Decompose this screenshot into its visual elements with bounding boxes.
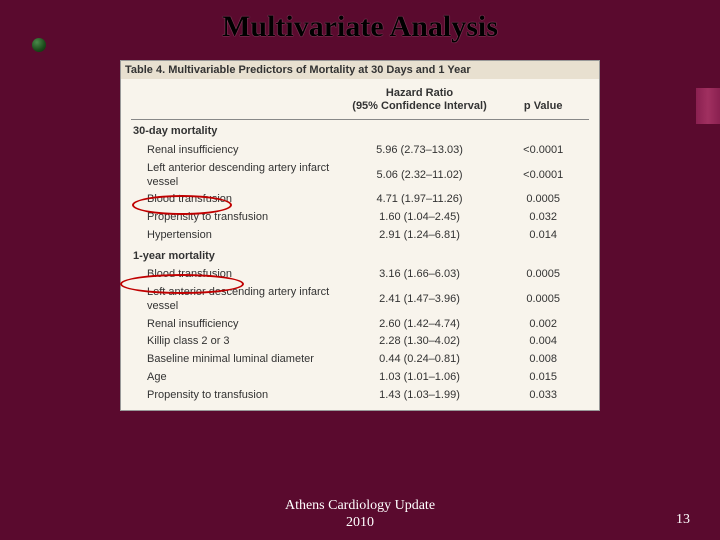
cell-pvalue: <0.0001 [497, 160, 589, 192]
cell-hazard-ratio: 1.43 (1.03–1.99) [342, 387, 498, 405]
footer-line2: 2010 [346, 515, 374, 530]
tbody-1year: 1-year mortalityBlood transfusion3.16 (1… [131, 245, 589, 405]
page-number: 13 [676, 512, 690, 528]
section-row: 1-year mortality [131, 245, 589, 267]
table-row: Left anterior descending artery infarct … [131, 284, 589, 316]
section-row: 30-day mortality [131, 120, 589, 142]
table-container: Table 4. Multivariable Predictors of Mor… [120, 60, 600, 411]
table-row: Blood transfusion4.71 (1.97–11.26)0.0005 [131, 191, 589, 209]
cell-pvalue: <0.0001 [497, 142, 589, 160]
cell-predictor: Blood transfusion [131, 191, 342, 209]
cell-pvalue: 0.014 [497, 227, 589, 245]
table-row: Killip class 2 or 32.28 (1.30–4.02)0.004 [131, 333, 589, 351]
tbody-30day: 30-day mortalityRenal insufficiency5.96 … [131, 120, 589, 245]
cell-hazard-ratio: 1.60 (1.04–2.45) [342, 209, 498, 227]
footer-line1: Athens Cardiology Update [285, 498, 435, 513]
col-pvalue: p Value [497, 83, 589, 120]
accent-decor [696, 88, 720, 124]
col-predictor [131, 83, 342, 120]
col-hazard-ratio: Hazard Ratio (95% Confidence Interval) [342, 83, 498, 120]
cell-hazard-ratio: 1.03 (1.01–1.06) [342, 369, 498, 387]
cell-predictor: Killip class 2 or 3 [131, 333, 342, 351]
col-hr-line2: (95% Confidence Interval) [352, 100, 486, 112]
table-row: Renal insufficiency5.96 (2.73–13.03)<0.0… [131, 142, 589, 160]
cell-hazard-ratio: 3.16 (1.66–6.03) [342, 266, 498, 284]
cell-hazard-ratio: 2.41 (1.47–3.96) [342, 284, 498, 316]
cell-hazard-ratio: 5.96 (2.73–13.03) [342, 142, 498, 160]
cell-pvalue: 0.032 [497, 209, 589, 227]
slide-title: Multivariate Analysis [0, 10, 720, 44]
cell-hazard-ratio: 5.06 (2.32–11.02) [342, 160, 498, 192]
cell-pvalue: 0.008 [497, 351, 589, 369]
table-header-row: Hazard Ratio (95% Confidence Interval) p… [131, 83, 589, 120]
cell-hazard-ratio: 0.44 (0.24–0.81) [342, 351, 498, 369]
cell-hazard-ratio: 2.60 (1.42–4.74) [342, 316, 498, 334]
col-hr-line1: Hazard Ratio [386, 87, 453, 99]
cell-predictor: Propensity to transfusion [131, 387, 342, 405]
table-caption: Table 4. Multivariable Predictors of Mor… [121, 61, 599, 79]
cell-predictor: Renal insufficiency [131, 142, 342, 160]
table-row: Blood transfusion3.16 (1.66–6.03)0.0005 [131, 266, 589, 284]
table-row: Propensity to transfusion1.60 (1.04–2.45… [131, 209, 589, 227]
predictors-table: Hazard Ratio (95% Confidence Interval) p… [131, 83, 589, 404]
footer: Athens Cardiology Update 2010 [0, 498, 720, 532]
section-label: 1-year mortality [131, 245, 589, 267]
table-row: Hypertension2.91 (1.24–6.81)0.014 [131, 227, 589, 245]
table-row: Age1.03 (1.01–1.06)0.015 [131, 369, 589, 387]
cell-predictor: Age [131, 369, 342, 387]
cell-pvalue: 0.004 [497, 333, 589, 351]
cell-predictor: Baseline minimal luminal diameter [131, 351, 342, 369]
cell-pvalue: 0.015 [497, 369, 589, 387]
table-row: Left anterior descending artery infarct … [131, 160, 589, 192]
cell-predictor: Renal insufficiency [131, 316, 342, 334]
table-row: Renal insufficiency2.60 (1.42–4.74)0.002 [131, 316, 589, 334]
cell-predictor: Propensity to transfusion [131, 209, 342, 227]
table-row: Propensity to transfusion1.43 (1.03–1.99… [131, 387, 589, 405]
cell-pvalue: 0.0005 [497, 191, 589, 209]
cell-hazard-ratio: 2.91 (1.24–6.81) [342, 227, 498, 245]
cell-predictor: Blood transfusion [131, 266, 342, 284]
cell-predictor: Left anterior descending artery infarct … [131, 160, 342, 192]
cell-pvalue: 0.0005 [497, 284, 589, 316]
cell-pvalue: 0.033 [497, 387, 589, 405]
cell-pvalue: 0.002 [497, 316, 589, 334]
section-label: 30-day mortality [131, 120, 589, 142]
cell-hazard-ratio: 4.71 (1.97–11.26) [342, 191, 498, 209]
cell-pvalue: 0.0005 [497, 266, 589, 284]
cell-hazard-ratio: 2.28 (1.30–4.02) [342, 333, 498, 351]
cell-predictor: Left anterior descending artery infarct … [131, 284, 342, 316]
cell-predictor: Hypertension [131, 227, 342, 245]
table-row: Baseline minimal luminal diameter0.44 (0… [131, 351, 589, 369]
